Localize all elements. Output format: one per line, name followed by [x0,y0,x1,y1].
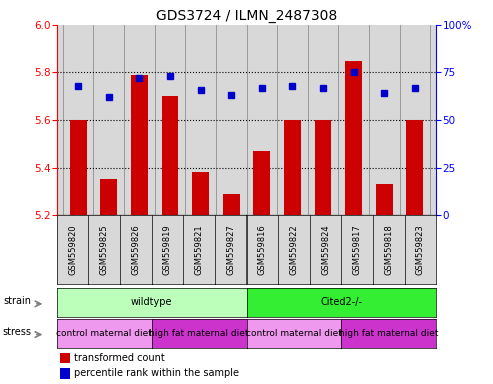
Bar [315,120,331,215]
Text: percentile rank within the sample: percentile rank within the sample [74,368,239,378]
Bar [345,61,362,215]
Text: GSM559826: GSM559826 [131,224,141,275]
Text: GSM559821: GSM559821 [195,224,204,275]
Text: GSM559820: GSM559820 [68,224,77,275]
Title: GDS3724 / ILMN_2487308: GDS3724 / ILMN_2487308 [156,8,337,23]
Text: strain: strain [3,296,31,306]
Bar [61,368,70,379]
Text: stress: stress [2,327,31,337]
Text: wildtype: wildtype [131,297,173,308]
Text: GSM559818: GSM559818 [385,224,393,275]
Text: GSM559816: GSM559816 [258,224,267,275]
Text: GSM559822: GSM559822 [289,224,298,275]
Bar [376,184,393,215]
Bar [223,194,240,215]
Text: GSM559825: GSM559825 [100,224,108,275]
Bar [192,172,209,215]
Text: GSM559817: GSM559817 [352,224,362,275]
Bar [100,179,117,215]
Bar [70,120,87,215]
Bar [406,120,423,215]
Text: high fat maternal diet: high fat maternal diet [339,329,439,338]
Text: GSM559823: GSM559823 [416,224,425,275]
Bar [131,75,148,215]
Text: GSM559824: GSM559824 [321,224,330,275]
Bar [162,96,178,215]
Text: Cited2-/-: Cited2-/- [320,297,362,308]
Text: control maternal diet: control maternal diet [56,329,152,338]
Text: high fat maternal diet: high fat maternal diet [149,329,249,338]
Bar [284,120,301,215]
Text: GSM559819: GSM559819 [163,224,172,275]
Text: GSM559827: GSM559827 [226,224,235,275]
Text: control maternal diet: control maternal diet [246,329,342,338]
Text: transformed count: transformed count [74,353,165,363]
Bar [253,151,270,215]
Bar [61,353,70,363]
